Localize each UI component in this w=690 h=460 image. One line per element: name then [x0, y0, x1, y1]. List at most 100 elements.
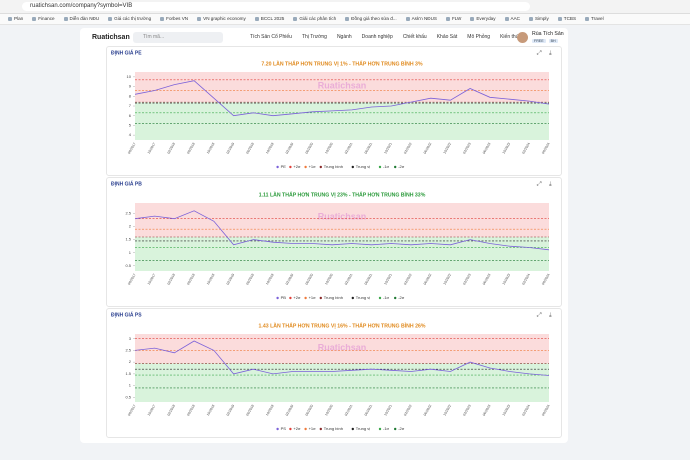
lower-band: [135, 363, 549, 402]
bookmark[interactable]: Plan: [8, 14, 23, 24]
x-tick-label: 06/2022: [423, 142, 433, 155]
legend-label: PS: [281, 426, 287, 431]
x-tick-label: 06/2020: [304, 142, 314, 155]
x-tick-label: 06/2018: [186, 142, 196, 155]
bookmark[interactable]: Giá các thị trường: [108, 14, 151, 24]
legend-swatch: [319, 296, 322, 300]
chart: ĐỊNH GIÁ PS ⤢ ⤓ 1.43 LẦN THẤP HƠN TRUNG VỊ …: [111, 311, 552, 431]
chart-subtitle: 7.20 LẦN THẤP HƠN TRUNG VỊ 1% - THẤP HƠN…: [261, 59, 423, 67]
legend-label: Trung vị: [356, 295, 370, 300]
x-tick-label: 02/2023: [462, 273, 472, 286]
x-tick-label: 10/2023: [502, 273, 512, 286]
data-line: [134, 210, 550, 251]
x-tick-label: 02/2022: [403, 142, 413, 155]
legend-swatch: [351, 165, 354, 169]
x-tick-label: 10/2021: [383, 404, 393, 417]
x-tick-label: 06/2017: [127, 142, 137, 155]
x-tick-label: 10/2019: [265, 273, 275, 286]
x-tick-label: 10/2018: [206, 142, 216, 155]
x-tick-label: 02/2018: [166, 404, 176, 417]
x-tick-label: 06/2021: [364, 273, 374, 286]
bookmark[interactable]: Diễn đàn NĐU: [64, 14, 100, 24]
bookmark[interactable]: Giải các phân tích: [293, 14, 336, 24]
bookmark[interactable]: VN graphic economy: [197, 14, 246, 24]
menu-item[interactable]: Thị Trường: [301, 34, 327, 40]
bookmarks-bar: Plan Finance Diễn đàn NĐU Giá các thị trườn…: [0, 14, 690, 25]
bookmark[interactable]: Travel: [585, 14, 604, 24]
x-tick-label: 10/2017: [147, 404, 157, 417]
legend-swatch: [304, 296, 307, 300]
menu-item[interactable]: Tích Sản Cổ Phiếu: [250, 34, 292, 40]
legend-swatch: [304, 165, 307, 169]
lower-band: [135, 237, 549, 271]
bookmark[interactable]: Ask'n NĐUS: [406, 14, 437, 24]
user-name[interactable]: Rùa Tích Sản: [532, 31, 564, 37]
legend-label: -1σ: [383, 295, 390, 300]
legend-label: -2σ: [398, 426, 405, 431]
x-tick-label: 02/2018: [166, 273, 176, 286]
y-tick-label: 9: [129, 84, 132, 89]
y-tick-label: 10: [127, 74, 132, 79]
bookmark[interactable]: AAC: [505, 14, 520, 24]
y-tick-label: 7: [129, 103, 132, 108]
x-tick-label: 10/2018: [206, 273, 216, 286]
legend-label: Trung vị: [356, 426, 370, 431]
bookmark[interactable]: Everyday: [470, 14, 495, 24]
menu-item[interactable]: Khảo Sát: [436, 34, 458, 40]
legend-label: +1σ: [309, 295, 317, 300]
chart-subtitle: 1.43 LẦN THẤP HƠN TRUNG VỊ 16% - THẤP HƠ…: [259, 321, 426, 329]
x-tick-label: 10/2017: [147, 142, 157, 155]
chart-panel: ĐỊNH GIÁ PS ⤢ ⤓ 1.43 LẦN THẤP HƠN TRUNG VỊ …: [106, 308, 562, 438]
panel-title: ĐỊNH GIÁ PS: [111, 311, 142, 318]
y-tick-label: 5: [129, 122, 132, 127]
x-tick-label: 02/2019: [226, 404, 236, 417]
avatar[interactable]: [517, 32, 528, 43]
menu-item[interactable]: Kiến thức: [500, 34, 522, 40]
bookmark[interactable]: Simply: [529, 14, 549, 24]
menu-item[interactable]: Ngành: [336, 34, 352, 40]
x-tick-label: 06/2019: [245, 273, 255, 286]
legend-swatch: [319, 427, 322, 431]
search-box[interactable]: Tìm mã...: [133, 32, 223, 43]
x-tick-label: 06/2018: [186, 404, 196, 417]
menu-item[interactable]: Mô Phỏng: [467, 34, 491, 40]
logo[interactable]: Ruatichsan: [92, 34, 130, 41]
y-tick-label: 8: [129, 93, 132, 98]
menu-item[interactable]: Doanh nghiệp: [361, 34, 393, 40]
legend-label: Trung vị: [356, 164, 370, 169]
y-tick-label: 2.5: [125, 211, 131, 216]
expand-icon: ⤢: [537, 50, 542, 57]
x-tick-label: 02/2023: [462, 142, 472, 155]
watermark: Ruatichsan: [318, 342, 367, 352]
y-tick-label: 1.5: [125, 237, 131, 242]
x-tick-label: 06/2023: [482, 273, 492, 286]
y-tick-label: 0.5: [125, 263, 131, 268]
bookmark[interactable]: BCCL 2025: [255, 14, 285, 24]
address-bar[interactable]: ruatichsan.com/company?symbol=VIB: [22, 2, 530, 11]
bookmark[interactable]: TCBS: [558, 14, 576, 24]
download-icon: ⤓: [549, 181, 552, 188]
x-tick-label: 06/2024: [541, 142, 551, 155]
bookmark[interactable]: Finance: [32, 14, 54, 24]
expand-icon: ⤢: [537, 312, 542, 319]
chart-panel: ĐỊNH GIÁ PE ⤢ ⤓ 7.20 LẦN THẤP HƠN TRUNG VỊ …: [106, 46, 562, 176]
bookmark[interactable]: FLW: [446, 14, 461, 24]
legend-label: PE: [281, 164, 287, 169]
watermark: Ruatichsan: [318, 211, 367, 221]
menu-item[interactable]: Chiết khấu: [402, 34, 427, 40]
x-tick-label: 10/2021: [383, 273, 393, 286]
x-tick-label: 10/2022: [442, 404, 452, 417]
x-tick-label: 06/2018: [186, 273, 196, 286]
y-tick-label: 1: [129, 383, 132, 388]
bookmark[interactable]: Đồng giá theo sửa đ...: [345, 14, 396, 24]
x-tick-label: 02/2020: [285, 404, 295, 417]
x-tick-label: 06/2019: [245, 404, 255, 417]
bookmark[interactable]: Forbes VN: [160, 14, 188, 24]
x-tick-label: 06/2022: [423, 404, 433, 417]
x-tick-label: 02/2021: [344, 142, 354, 155]
legend-label: +1σ: [309, 426, 317, 431]
badge: FREE: [532, 39, 546, 43]
x-tick-label: 10/2019: [265, 404, 275, 417]
legend-swatch: [394, 296, 397, 300]
chart-panel: ĐỊNH GIÁ PB ⤢ ⤓ 1.11 LẦN THẤP HƠN TRUNG VỊ …: [106, 177, 562, 307]
